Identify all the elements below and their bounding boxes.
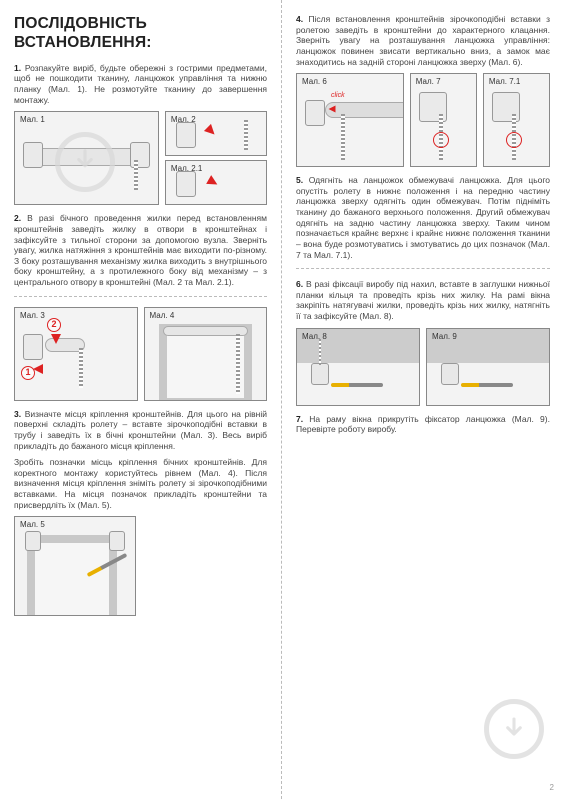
step-6-num: 6.	[296, 279, 303, 289]
figure-4-label: Мал. 4	[150, 311, 175, 321]
figure-3: Мал. 3 2 1	[14, 307, 138, 401]
step-2: 2. В разі бічного проведення жилки перед…	[14, 213, 267, 287]
figure-5: Мал. 5	[14, 516, 136, 616]
step-7: 7. На раму вікна прикрутіть фіксатор лан…	[296, 414, 550, 435]
figure-8: Мал. 8	[296, 328, 420, 406]
step-7-text: На раму вікна прикрутіть фіксатор ланцюж…	[296, 414, 550, 435]
step-1: 1. Розпакуйте виріб, будьте обережні з г…	[14, 63, 267, 106]
page-title: ПОСЛІДОВНІСТЬ ВСТАНОВЛЕННЯ:	[14, 14, 267, 53]
step-1-text: Розпакуйте виріб, будьте обережні з гост…	[14, 63, 267, 105]
divider-1	[14, 296, 267, 297]
figure-7-1: Мал. 7.1	[483, 73, 550, 167]
click-label: click	[331, 92, 345, 101]
step-4-text: Після встановлення кронштейнів зірочкопо…	[296, 14, 550, 67]
figure-2-label: Мал. 2	[171, 115, 196, 125]
figure-5-label: Мал. 5	[20, 520, 45, 530]
step-6-text: В разі фіксації виробу під нахил, вставт…	[296, 279, 550, 321]
callout-2: 2	[47, 318, 61, 332]
page-number: 2	[550, 783, 554, 793]
figure-6: Мал. 6 click	[296, 73, 404, 167]
step-5-text: Одягніть на ланцюжок обмежувачі ланцюжка…	[296, 175, 550, 259]
step-3a-text: Визначте місця кріплення кронштейнів. Дл…	[14, 409, 267, 451]
step-3-num: 3.	[14, 409, 21, 419]
step-6: 6. В разі фіксації виробу під нахил, вст…	[296, 279, 550, 322]
step-4: 4. Після встановлення кронштейнів зірочк…	[296, 14, 550, 67]
figure-9-label: Мал. 9	[432, 332, 457, 342]
watermark-icon	[484, 699, 544, 759]
figure-7-label: Мал. 7	[416, 77, 441, 87]
step-2-num: 2.	[14, 213, 21, 223]
step-7-num: 7.	[296, 414, 303, 424]
figure-7: Мал. 7	[410, 73, 477, 167]
figure-9: Мал. 9	[426, 328, 550, 406]
step-1-num: 1.	[14, 63, 21, 73]
figure-2: Мал. 2	[165, 111, 267, 156]
step-3a: 3. Визначте місця кріплення кронштейнів.…	[14, 409, 267, 452]
step-3b: Зробіть позначки місць кріплення бічних …	[14, 457, 267, 510]
figure-2-1-label: Мал. 2.1	[171, 164, 202, 174]
figure-1-label: Мал. 1	[20, 115, 45, 125]
figure-2-1: Мал. 2.1	[165, 160, 267, 205]
figure-1: Мал. 1	[14, 111, 159, 205]
figure-6-label: Мал. 6	[302, 77, 327, 87]
step-2-text: В разі бічного проведення жилки перед вс…	[14, 213, 267, 287]
step-5-num: 5.	[296, 175, 303, 185]
step-4-num: 4.	[296, 14, 303, 24]
figure-3-label: Мал. 3	[20, 311, 45, 321]
figure-7-1-label: Мал. 7.1	[489, 77, 520, 87]
figure-8-label: Мал. 8	[302, 332, 327, 342]
divider-2	[296, 268, 550, 269]
step-5: 5. Одягніть на ланцюжок обмежувачі ланцю…	[296, 175, 550, 260]
figure-4: Мал. 4	[144, 307, 268, 401]
